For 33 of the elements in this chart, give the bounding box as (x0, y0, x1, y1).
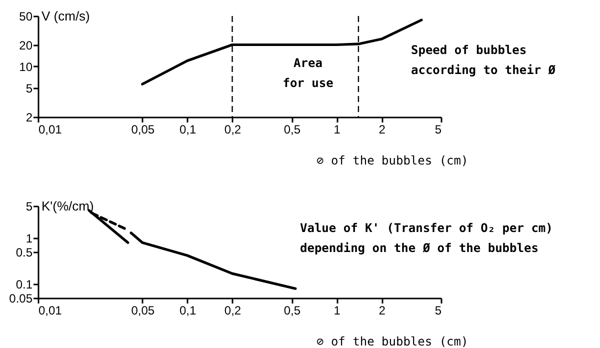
x-tick-label: 0,05 (131, 304, 155, 318)
x-tick-label: 0,05 (131, 122, 155, 136)
y-tick-label: 5 (26, 200, 33, 214)
x-tick-label: 0,1 (179, 304, 196, 318)
y-tick-label: 1 (26, 232, 33, 246)
x-tick-label: 0,2 (224, 122, 242, 136)
annotation: Area for use (282, 56, 334, 90)
x-tick-label: 1 (334, 304, 341, 318)
x-tick-label: 0,01 (38, 122, 62, 136)
annotation: Speed of bubbles according to their Ø (411, 43, 556, 77)
y-axis-title: K'(%/cm) (42, 198, 94, 214)
y-tick-label: 50 (19, 10, 33, 24)
x-axis-title: ⊘ of the bubbles (cm) (316, 154, 468, 168)
x-tick-label: 0,5 (284, 122, 301, 136)
x-tick-label: 2 (378, 304, 386, 318)
x-tick-label: 0,5 (284, 304, 301, 318)
annotation: Value of K' (Transfer of O₂ per cm) depending on the Ø of the bubbles (300, 221, 553, 255)
x-tick-label: 0,1 (179, 122, 196, 136)
y-axis-title: V (cm/s) (42, 8, 90, 24)
y-tick-label: 0.1 (16, 278, 33, 292)
x-tick-label: 2 (378, 122, 386, 136)
y-tick-label: 0.5 (16, 246, 33, 260)
y-tick-label: 10 (19, 60, 33, 74)
x-tick-label: 5 (434, 304, 442, 318)
y-tick-label: 5 (26, 82, 33, 96)
x-tick-label: 5 (434, 122, 442, 136)
y-tick-label: 20 (19, 38, 33, 52)
x-tick-label: 0,01 (38, 304, 62, 318)
y-tick-label: 2 (26, 110, 33, 124)
x-tick-label: 1 (334, 122, 341, 136)
x-axis-title: ⊘ of the bubbles (cm) (316, 334, 468, 348)
x-tick-label: 0,2 (224, 304, 242, 318)
y-tick-label: 0.05 (9, 292, 33, 306)
